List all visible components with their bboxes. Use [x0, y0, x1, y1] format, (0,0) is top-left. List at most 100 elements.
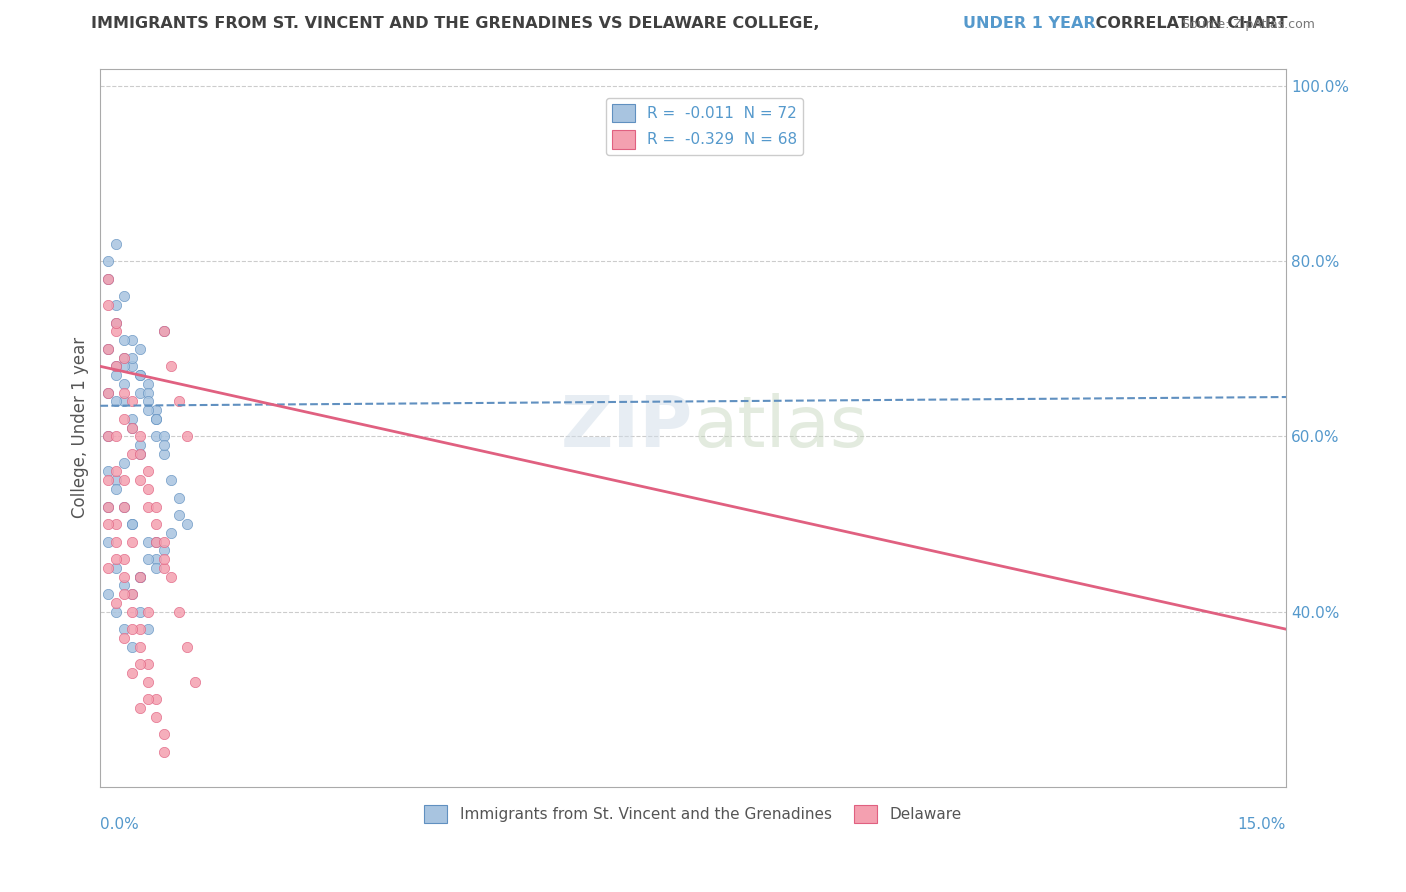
Point — [105, 298, 128, 312]
Point — [112, 500, 135, 514]
Point — [152, 447, 174, 461]
Point — [160, 473, 183, 487]
Point — [128, 605, 150, 619]
Point — [97, 561, 120, 575]
Point — [136, 385, 159, 400]
Point — [128, 447, 150, 461]
Point — [112, 376, 135, 391]
Point — [97, 473, 120, 487]
Point — [97, 465, 120, 479]
Point — [128, 701, 150, 715]
Point — [112, 622, 135, 636]
Point — [136, 534, 159, 549]
Legend: Immigrants from St. Vincent and the Grenadines, Delaware: Immigrants from St. Vincent and the Gren… — [419, 798, 967, 830]
Point — [145, 561, 167, 575]
Point — [169, 491, 191, 505]
Point — [121, 333, 143, 347]
Point — [176, 516, 198, 531]
Point — [145, 429, 167, 443]
Point — [136, 674, 159, 689]
Point — [112, 351, 135, 365]
Point — [128, 473, 150, 487]
Point — [121, 420, 143, 434]
Point — [136, 394, 159, 409]
Point — [160, 359, 183, 374]
Y-axis label: College, Under 1 year: College, Under 1 year — [72, 337, 89, 518]
Point — [105, 465, 128, 479]
Point — [105, 394, 128, 409]
Point — [97, 272, 120, 286]
Point — [97, 298, 120, 312]
Point — [112, 578, 135, 592]
Point — [112, 500, 135, 514]
Point — [128, 622, 150, 636]
Point — [145, 412, 167, 426]
Point — [105, 316, 128, 330]
Point — [121, 412, 143, 426]
Point — [97, 342, 120, 356]
Point — [160, 569, 183, 583]
Point — [112, 394, 135, 409]
Point — [145, 710, 167, 724]
Point — [128, 368, 150, 383]
Point — [136, 657, 159, 672]
Point — [128, 385, 150, 400]
Text: UNDER 1 YEAR: UNDER 1 YEAR — [963, 16, 1095, 31]
Point — [121, 587, 143, 601]
Point — [128, 429, 150, 443]
Point — [152, 745, 174, 759]
Point — [152, 561, 174, 575]
Text: IMMIGRANTS FROM ST. VINCENT AND THE GRENADINES VS DELAWARE COLLEGE,: IMMIGRANTS FROM ST. VINCENT AND THE GREN… — [91, 16, 825, 31]
Point — [152, 552, 174, 566]
Point — [121, 516, 143, 531]
Point — [105, 516, 128, 531]
Point — [121, 640, 143, 654]
Point — [121, 622, 143, 636]
Point — [112, 385, 135, 400]
Point — [112, 631, 135, 645]
Point — [105, 359, 128, 374]
Text: 0.0%: 0.0% — [100, 817, 139, 832]
Point — [105, 473, 128, 487]
Point — [112, 473, 135, 487]
Point — [112, 351, 135, 365]
Point — [128, 640, 150, 654]
Point — [145, 403, 167, 417]
Point — [136, 482, 159, 496]
Point — [97, 429, 120, 443]
Point — [152, 438, 174, 452]
Point — [105, 236, 128, 251]
Point — [136, 622, 159, 636]
Text: CORRELATION CHART: CORRELATION CHART — [1090, 16, 1286, 31]
Point — [121, 351, 143, 365]
Point — [97, 587, 120, 601]
Point — [121, 359, 143, 374]
Point — [105, 605, 128, 619]
Point — [128, 368, 150, 383]
Point — [169, 508, 191, 523]
Point — [145, 500, 167, 514]
Point — [105, 359, 128, 374]
Point — [136, 605, 159, 619]
Point — [152, 429, 174, 443]
Point — [128, 569, 150, 583]
Text: ZIP: ZIP — [561, 393, 693, 462]
Point — [97, 429, 120, 443]
Point — [112, 289, 135, 303]
Point — [112, 412, 135, 426]
Point — [97, 272, 120, 286]
Point — [152, 324, 174, 338]
Point — [184, 674, 207, 689]
Point — [136, 403, 159, 417]
Point — [145, 516, 167, 531]
Text: 15.0%: 15.0% — [1237, 817, 1286, 832]
Point — [160, 525, 183, 540]
Point — [112, 333, 135, 347]
Point — [121, 447, 143, 461]
Point — [105, 316, 128, 330]
Point — [136, 465, 159, 479]
Point — [97, 500, 120, 514]
Point — [121, 665, 143, 680]
Point — [97, 385, 120, 400]
Point — [97, 254, 120, 268]
